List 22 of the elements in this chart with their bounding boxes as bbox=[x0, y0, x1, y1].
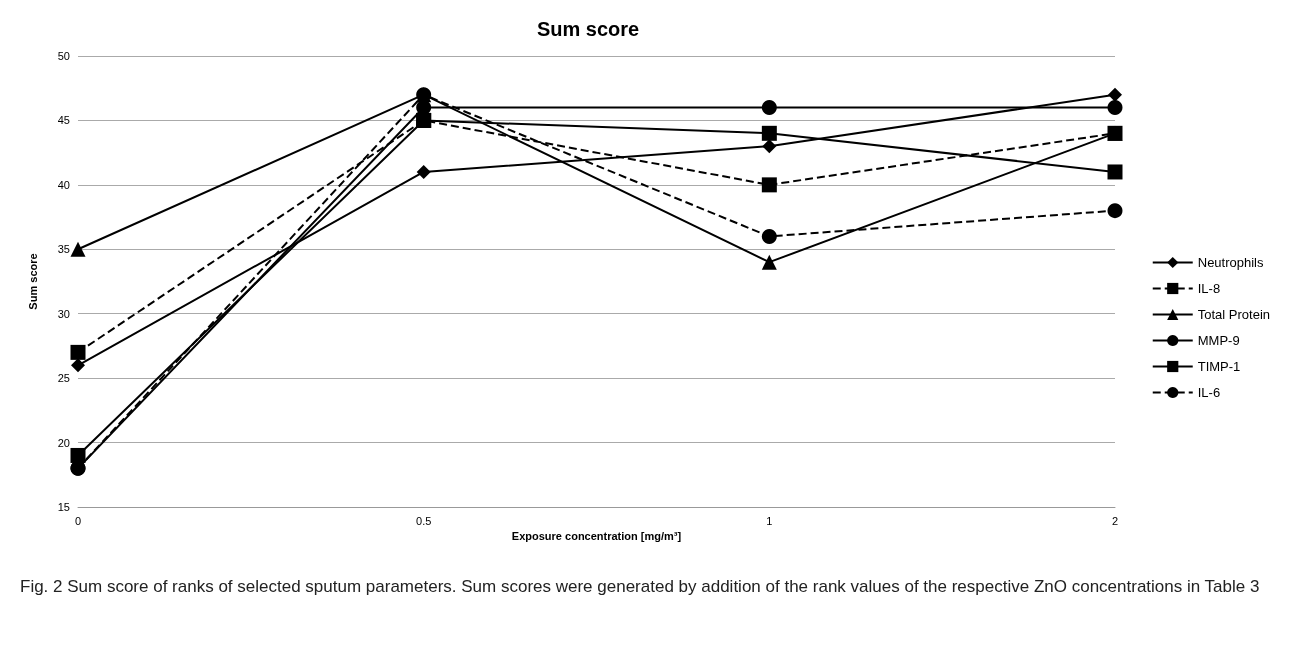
y-tick-label: 25 bbox=[57, 372, 70, 385]
y-tick-label: 45 bbox=[57, 114, 70, 127]
x-tick-label: 1 bbox=[766, 514, 773, 527]
x-tick-label: 2 bbox=[1111, 514, 1119, 527]
caption: Fig. 2 Sum score of ranks of selected sputum parameters. Sum scores were generated by addition of the rank values of the respective ZnO concentrations in Table 3 bbox=[20, 576, 1260, 596]
x-tick-label: 0.5 bbox=[416, 514, 432, 527]
legend-label: IL-6 bbox=[1197, 385, 1221, 400]
legend-label: TIMP-1 bbox=[1197, 359, 1241, 374]
y-axis-title: Sum score bbox=[26, 253, 39, 310]
chart-title: Sum score bbox=[536, 18, 640, 40]
legend-label: Total Protein bbox=[1197, 307, 1270, 322]
y-tick-label: 50 bbox=[57, 50, 70, 62]
y-tick-label: 30 bbox=[57, 307, 70, 320]
y-tick-label: 15 bbox=[57, 501, 70, 513]
legend-label: MMP-9 bbox=[1197, 333, 1240, 348]
x-tick-label: 0 bbox=[74, 514, 82, 527]
y-tick-label: 35 bbox=[57, 243, 70, 256]
y-tick-label: 40 bbox=[57, 178, 70, 191]
y-tick-label: 20 bbox=[57, 436, 70, 449]
x-axis-title: Exposure concentration [mg/m³] bbox=[511, 530, 682, 543]
legend-label: IL-8 bbox=[1197, 281, 1221, 296]
legend-label: Neutrophils bbox=[1197, 255, 1264, 270]
